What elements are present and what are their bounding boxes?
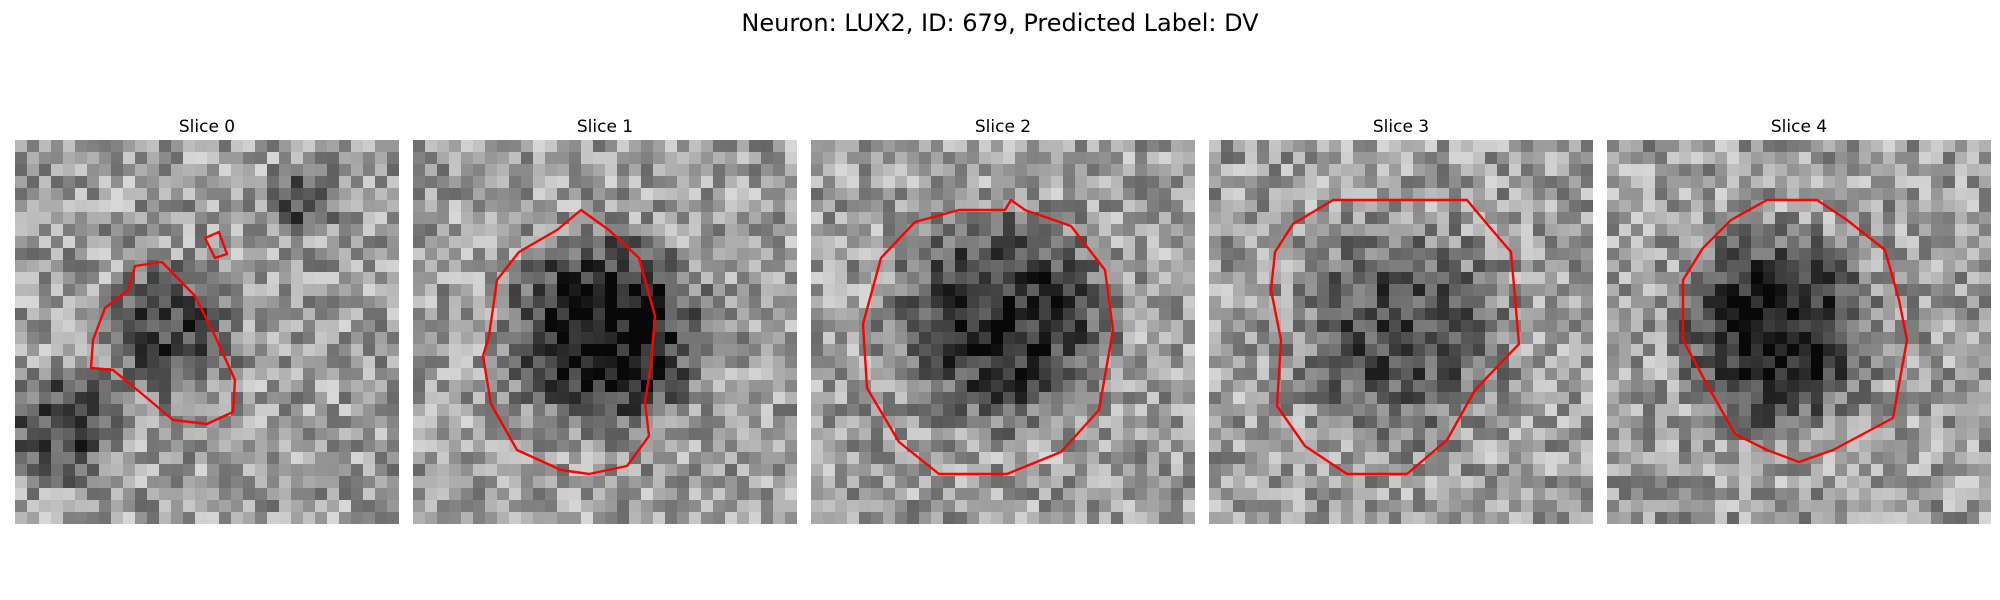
slice-image-3 — [1209, 140, 1593, 524]
slice-image-0 — [15, 140, 399, 524]
slice-panel-2: Slice 2 — [811, 116, 1195, 524]
slice-title-0: Slice 0 — [178, 117, 236, 137]
slice-image-1 — [413, 140, 797, 524]
slice-panel-1: Slice 1 — [413, 116, 797, 524]
roi-contour — [1681, 198, 1909, 464]
roi-contour — [861, 198, 1115, 476]
roi-contour — [89, 230, 237, 426]
slice-title-3: Slice 3 — [1372, 117, 1430, 137]
slice-title-4: Slice 4 — [1770, 117, 1828, 137]
noise-texture — [15, 140, 399, 524]
slice-image-2 — [811, 140, 1195, 524]
slice-panel-3: Slice 3 — [1209, 116, 1593, 524]
slice-title-1: Slice 1 — [576, 117, 634, 137]
noise-texture — [413, 140, 797, 524]
noise-texture — [811, 140, 1195, 524]
roi-contour — [1269, 198, 1521, 476]
slice-panel-0: Slice 0 — [15, 116, 399, 524]
slice-panel-4: Slice 4 — [1607, 116, 1991, 524]
noise-texture — [1607, 140, 1991, 524]
roi-contour — [481, 208, 657, 476]
slice-image-4 — [1607, 140, 1991, 524]
slice-title-2: Slice 2 — [974, 117, 1032, 137]
noise-texture — [1209, 140, 1593, 524]
figure-title: Neuron: LUX2, ID: 679, Predicted Label: … — [741, 9, 1259, 37]
